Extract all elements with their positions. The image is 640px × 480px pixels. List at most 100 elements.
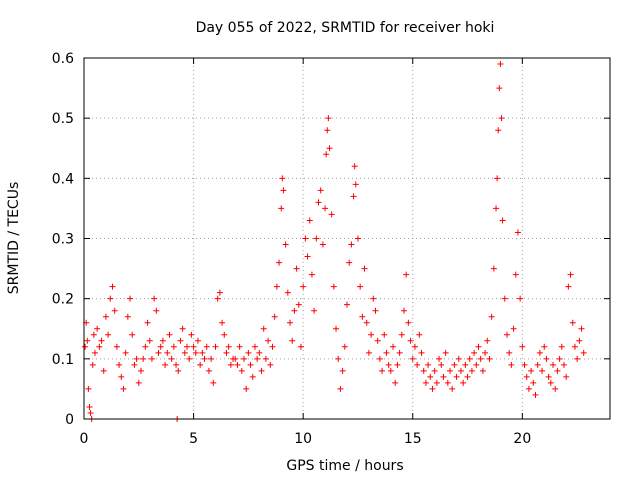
data-point xyxy=(118,373,125,380)
data-point xyxy=(140,355,147,362)
data-point xyxy=(223,349,230,356)
data-point xyxy=(326,145,333,152)
data-point xyxy=(82,343,89,350)
data-point xyxy=(203,343,210,350)
data-point xyxy=(256,349,263,356)
data-point xyxy=(534,361,541,368)
data-point xyxy=(447,367,454,374)
data-point xyxy=(85,385,92,392)
data-point xyxy=(170,343,177,350)
data-point xyxy=(409,355,416,362)
data-point xyxy=(328,211,335,218)
data-point xyxy=(102,313,109,320)
data-point xyxy=(528,367,535,374)
data-point xyxy=(541,343,548,350)
data-point xyxy=(560,361,567,368)
data-point xyxy=(89,361,96,368)
data-point xyxy=(148,355,155,362)
data-point xyxy=(205,367,212,374)
data-point xyxy=(234,361,241,368)
data-point xyxy=(267,361,274,368)
data-point xyxy=(84,337,91,344)
x-tick-label: 10 xyxy=(294,431,312,447)
data-point xyxy=(530,379,537,386)
data-point xyxy=(295,301,302,308)
data-point xyxy=(276,259,283,266)
data-point xyxy=(325,115,332,122)
data-point xyxy=(436,355,443,362)
data-point xyxy=(379,367,386,374)
data-point xyxy=(313,235,320,242)
data-point xyxy=(363,319,370,326)
data-point xyxy=(344,301,350,308)
data-point xyxy=(90,331,97,338)
data-point xyxy=(497,61,504,68)
data-point xyxy=(550,361,557,368)
data-point xyxy=(315,199,322,206)
data-point xyxy=(188,331,195,338)
data-point xyxy=(488,313,495,320)
data-point xyxy=(302,235,309,242)
data-point xyxy=(273,283,280,290)
data-point xyxy=(510,325,517,332)
data-point xyxy=(177,337,184,344)
data-point xyxy=(503,331,510,338)
data-point xyxy=(396,349,403,356)
data-point xyxy=(133,355,140,362)
data-point xyxy=(493,205,500,212)
data-point xyxy=(370,295,377,302)
x-tick-label: 0 xyxy=(80,431,89,447)
x-tick-label: 20 xyxy=(513,431,531,447)
data-point xyxy=(105,331,112,338)
data-point xyxy=(477,355,484,362)
data-point xyxy=(100,367,107,374)
data-point xyxy=(433,379,440,386)
y-tick-label: 0.4 xyxy=(52,171,74,187)
data-point xyxy=(422,379,429,386)
data-point xyxy=(216,289,223,296)
x-tick-label: 5 xyxy=(189,431,198,447)
data-point xyxy=(398,331,405,338)
data-point xyxy=(127,295,134,302)
data-point xyxy=(494,175,501,182)
data-point xyxy=(519,343,526,350)
data-point xyxy=(293,265,300,272)
chart-title: Day 055 of 2022, SRMTID for receiver hok… xyxy=(196,20,495,36)
y-tick-label: 0.3 xyxy=(52,232,74,248)
data-point xyxy=(475,343,482,350)
data-point xyxy=(144,319,151,326)
data-point xyxy=(142,343,149,350)
data-point xyxy=(394,361,401,368)
data-point xyxy=(243,385,250,392)
data-point xyxy=(427,373,434,380)
data-point xyxy=(181,349,188,356)
data-point xyxy=(311,307,318,314)
data-point xyxy=(247,361,254,368)
data-point xyxy=(543,355,550,362)
y-axis-title: SRMTID / TECUs xyxy=(6,182,22,295)
data-point xyxy=(260,325,267,332)
data-point xyxy=(484,337,491,344)
data-point xyxy=(578,325,585,332)
x-tick-label: 15 xyxy=(404,431,422,447)
data-point xyxy=(420,367,427,374)
data-point xyxy=(403,271,410,278)
data-point xyxy=(348,241,355,248)
data-point xyxy=(411,343,418,350)
data-point xyxy=(146,337,153,344)
data-point xyxy=(289,337,296,344)
data-point xyxy=(135,379,142,386)
data-point xyxy=(113,343,120,350)
data-point xyxy=(249,373,256,380)
data-point xyxy=(372,307,379,314)
data-point xyxy=(262,355,269,362)
data-point xyxy=(319,241,326,248)
data-point xyxy=(383,349,390,356)
data-point xyxy=(525,385,532,392)
data-point xyxy=(471,349,478,356)
data-point xyxy=(173,361,180,368)
data-point xyxy=(498,115,505,122)
data-point xyxy=(376,355,383,362)
data-point xyxy=(322,205,329,212)
